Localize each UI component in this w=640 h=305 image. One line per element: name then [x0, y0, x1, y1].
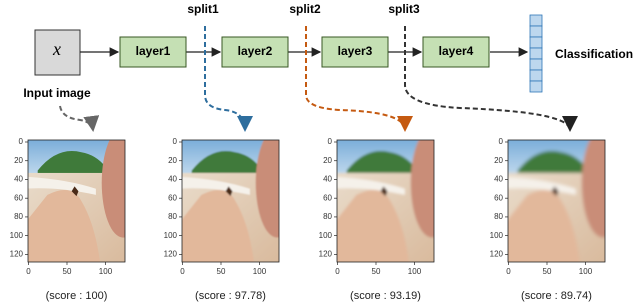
score-caption: (score : 93.19)	[350, 290, 421, 302]
y-tick-label: 100	[490, 231, 504, 240]
photo	[337, 140, 434, 262]
y-tick-label: 100	[10, 231, 24, 240]
y-tick-label: 40	[323, 175, 332, 184]
y-tick-label: 80	[168, 212, 177, 221]
split-label: split2	[289, 2, 321, 16]
x-tick-label: 0	[26, 267, 31, 276]
layer-label: layer2	[238, 44, 273, 58]
input-caption: Input image	[23, 86, 91, 100]
y-tick-label: 120	[10, 249, 24, 258]
y-tick-label: 80	[14, 212, 23, 221]
y-tick-label: 80	[494, 212, 503, 221]
axes-frame	[336, 139, 435, 263]
y-tick-label: 40	[168, 175, 177, 184]
x-tick-label: 50	[217, 267, 226, 276]
photo	[508, 140, 605, 262]
split-label: split3	[388, 2, 420, 16]
x-tick-label: 100	[99, 267, 113, 276]
x-tick-label: 100	[253, 267, 267, 276]
y-tick-label: 120	[164, 249, 178, 258]
y-tick-label: 60	[14, 193, 23, 202]
output-label: Classification	[555, 47, 633, 61]
y-tick-label: 80	[323, 212, 332, 221]
layer-box	[321, 36, 389, 68]
y-tick-label: 20	[168, 156, 177, 165]
axes-frame	[27, 139, 126, 263]
classification-vector	[529, 14, 543, 93]
x-tick-label: 50	[63, 267, 72, 276]
layer-label: layer1	[136, 44, 171, 58]
split-label: split1	[187, 2, 219, 16]
input-symbol: x	[52, 39, 61, 59]
y-tick-label: 20	[14, 156, 23, 165]
y-tick-label: 20	[323, 156, 332, 165]
split-paths	[59, 26, 578, 132]
layer-label: layer4	[439, 44, 474, 58]
photo	[28, 140, 125, 262]
layer-label: layer3	[338, 44, 373, 58]
x-tick-label: 100	[408, 267, 422, 276]
y-tick-label: 0	[499, 137, 504, 146]
y-tick-label: 100	[319, 231, 333, 240]
y-tick-label: 60	[323, 193, 332, 202]
y-tick-label: 60	[494, 193, 503, 202]
x-tick-label: 0	[506, 267, 511, 276]
x-tick-label: 0	[180, 267, 185, 276]
x-tick-label: 50	[372, 267, 381, 276]
layer-box	[422, 36, 490, 68]
score-caption: (score : 97.78)	[195, 290, 266, 302]
y-tick-label: 100	[164, 231, 178, 240]
layer-box	[119, 36, 187, 68]
x-tick-label: 100	[579, 267, 593, 276]
axes-frame	[507, 139, 606, 263]
x-tick-label: 0	[335, 267, 340, 276]
y-tick-label: 0	[173, 137, 178, 146]
x-tick-label: 50	[543, 267, 552, 276]
layer-box	[221, 36, 289, 68]
y-tick-label: 0	[328, 137, 333, 146]
y-tick-label: 60	[168, 193, 177, 202]
score-caption: (score : 89.74)	[521, 290, 592, 302]
axes-frame	[181, 139, 280, 263]
y-tick-label: 0	[19, 137, 24, 146]
y-tick-label: 120	[490, 249, 504, 258]
score-caption: (score : 100)	[46, 290, 108, 302]
input-box	[34, 29, 81, 76]
y-tick-label: 40	[494, 175, 503, 184]
photo	[182, 140, 279, 262]
y-tick-label: 40	[14, 175, 23, 184]
y-tick-label: 120	[319, 249, 333, 258]
y-tick-label: 20	[494, 156, 503, 165]
